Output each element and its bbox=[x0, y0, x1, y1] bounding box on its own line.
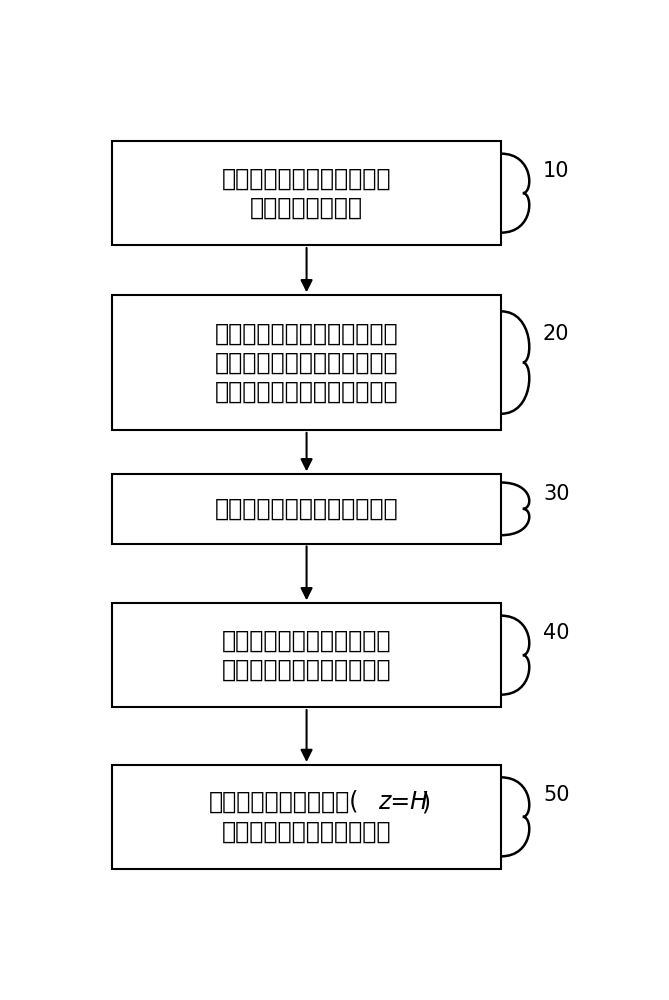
Text: 条件，计算冷却塔热力性能: 条件，计算冷却塔热力性能 bbox=[222, 819, 391, 843]
FancyBboxPatch shape bbox=[112, 295, 501, 430]
Text: 代入计算得到填料顶部(: 代入计算得到填料顶部( bbox=[209, 790, 359, 814]
FancyBboxPatch shape bbox=[112, 765, 501, 869]
Text: 将填料中的热质传递用四个: 将填料中的热质传递用四个 bbox=[222, 167, 391, 191]
FancyBboxPatch shape bbox=[112, 474, 501, 544]
Text: 40: 40 bbox=[543, 623, 569, 643]
Text: z=H: z=H bbox=[378, 790, 427, 814]
Text: 10: 10 bbox=[543, 161, 569, 181]
FancyBboxPatch shape bbox=[112, 141, 501, 245]
Text: 基于填料热力性能线性模型: 基于填料热力性能线性模型 bbox=[222, 629, 391, 653]
Text: ): ) bbox=[421, 790, 430, 814]
Text: 境参数，确定空气温度、空气: 境参数，确定空气温度、空气 bbox=[215, 351, 398, 375]
FancyBboxPatch shape bbox=[112, 603, 501, 707]
Text: 20: 20 bbox=[543, 324, 569, 344]
Text: 50: 50 bbox=[543, 785, 569, 805]
Text: 常微分方程来描述: 常微分方程来描述 bbox=[250, 196, 363, 220]
Text: 30: 30 bbox=[543, 484, 569, 504]
Text: 假设和迭代调整未知边界条件: 假设和迭代调整未知边界条件 bbox=[215, 497, 398, 521]
Text: 建立填料热力性能计算模型: 建立填料热力性能计算模型 bbox=[222, 658, 391, 682]
Text: 采集冷却塔现场运行参数和环: 采集冷却塔现场运行参数和环 bbox=[215, 321, 398, 345]
Text: 湿度、水温、水质量流率边值: 湿度、水温、水质量流率边值 bbox=[215, 380, 398, 404]
